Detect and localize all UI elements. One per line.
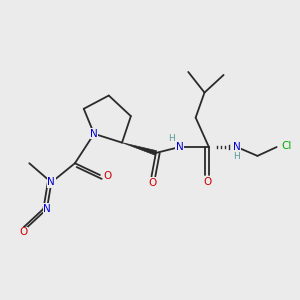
Text: N: N [233,142,241,152]
Polygon shape [122,142,157,155]
Text: H: H [168,134,175,143]
Text: N: N [90,129,98,139]
Text: O: O [149,178,157,188]
Text: N: N [176,142,183,152]
Text: O: O [203,177,211,188]
Text: N: N [43,204,51,214]
Text: Cl: Cl [281,141,291,151]
Text: N: N [47,177,55,188]
Text: O: O [103,172,111,182]
Text: O: O [19,227,28,237]
Text: H: H [233,152,240,161]
